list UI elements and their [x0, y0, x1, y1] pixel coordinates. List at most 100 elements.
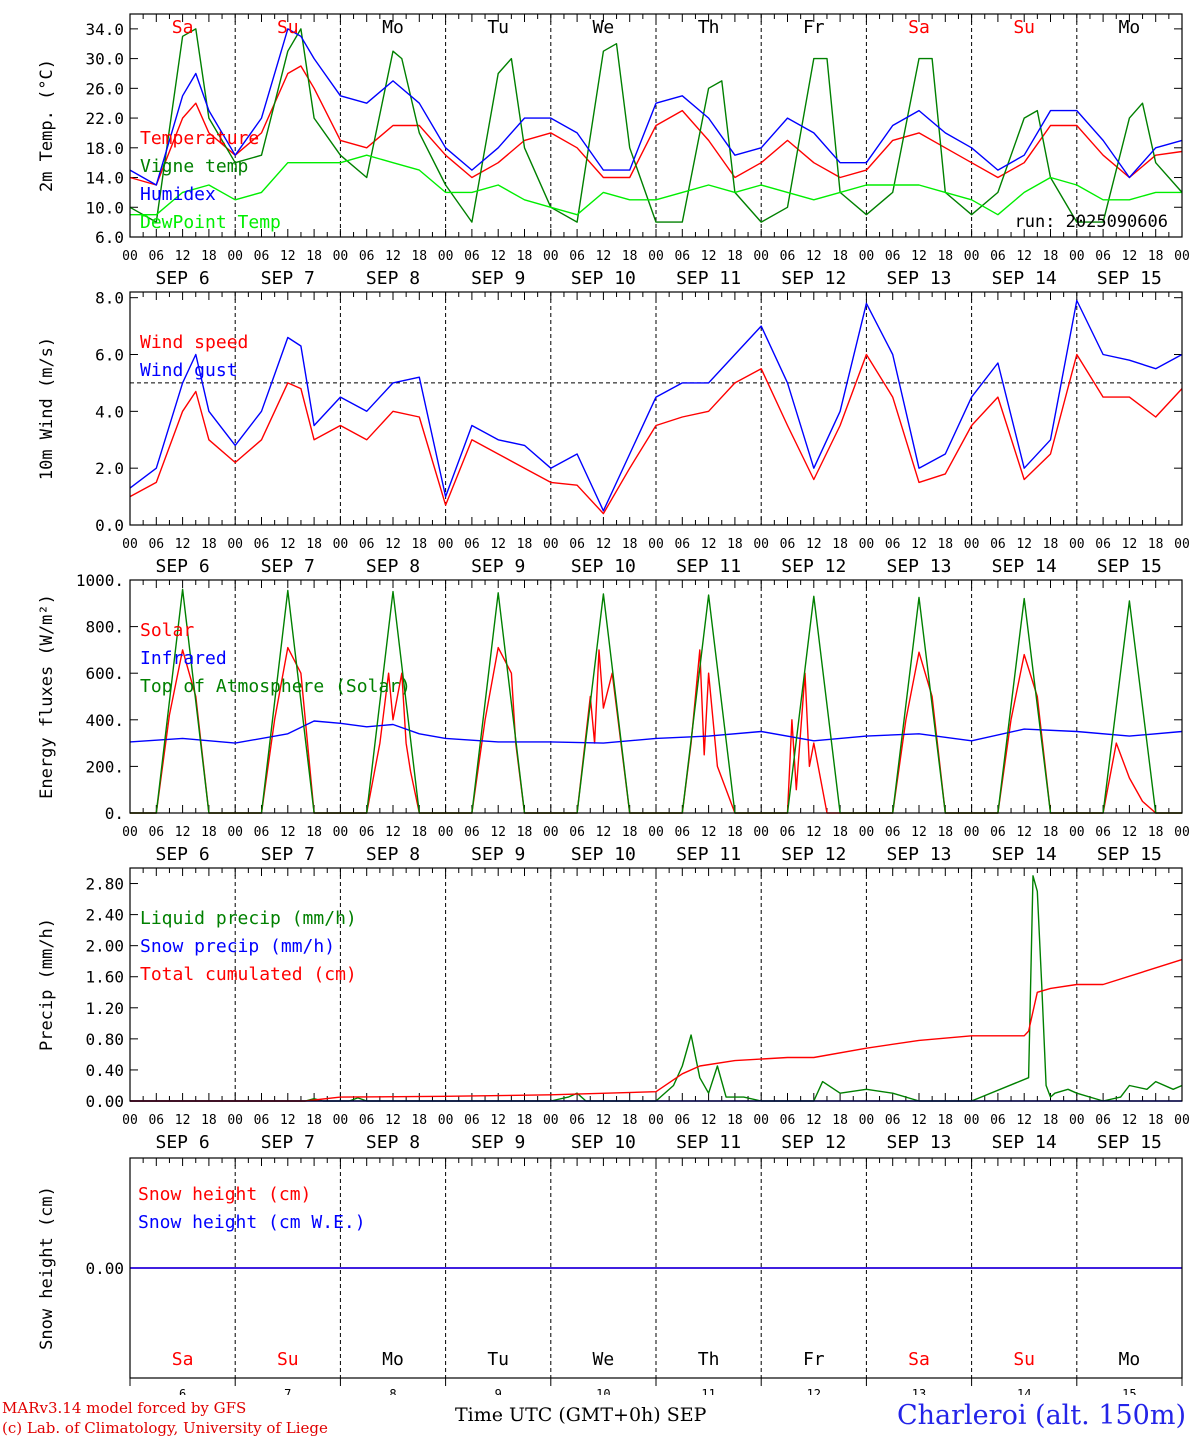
day-number: 11 [701, 1387, 715, 1395]
y-axis-label: Precip (mm/h) [37, 918, 57, 1051]
day-number: 13 [912, 1387, 926, 1395]
hour-label: 06 [148, 825, 164, 840]
x-axis-title: Time UTC (GMT+0h) SEP [455, 1404, 706, 1426]
hour-label: 06 [359, 249, 375, 264]
legend-entry: Solar [140, 620, 194, 641]
hour-label: 18 [832, 825, 848, 840]
hour-label: 00 [753, 825, 769, 840]
hour-label: 12 [490, 249, 506, 264]
hour-label: 12 [490, 1113, 506, 1128]
hour-label: 06 [464, 1113, 480, 1128]
y-tick-label: 0.0 [95, 516, 124, 535]
y-tick-label: 600. [85, 664, 124, 683]
hour-label: 12 [280, 825, 296, 840]
y-tick-label: 0.00 [85, 1092, 124, 1111]
y-tick-label: 800. [85, 618, 124, 637]
date-label: SEP 15 [1097, 556, 1162, 577]
day-number: 12 [807, 1387, 821, 1395]
hour-label: 06 [780, 537, 796, 552]
hour-label: 18 [517, 249, 533, 264]
date-label: SEP 12 [781, 844, 846, 865]
hour-label: 00 [227, 1113, 243, 1128]
hour-label: 06 [148, 249, 164, 264]
hour-label: 00 [1069, 825, 1085, 840]
day-name: Sa [172, 1349, 194, 1370]
hour-label: 00 [1069, 249, 1085, 264]
hour-label: 12 [385, 249, 401, 264]
hour-label: 06 [464, 825, 480, 840]
y-tick-label: 200. [85, 757, 124, 776]
hour-label: 06 [254, 825, 270, 840]
hour-label: 12 [175, 537, 191, 552]
hour-label: 18 [1148, 249, 1164, 264]
hour-label: 18 [1043, 1113, 1059, 1128]
plot-frame [129, 579, 1183, 814]
day-number: 6 [179, 1387, 186, 1395]
hour-label: 00 [122, 249, 138, 264]
series-line [130, 958, 1183, 1102]
hour-label: 18 [201, 1113, 217, 1128]
day-number: 8 [389, 1387, 396, 1395]
legend-entry: DewPoint Temp [140, 212, 281, 233]
date-label: SEP 10 [571, 1132, 636, 1153]
hour-label: 06 [464, 537, 480, 552]
hour-label: 00 [333, 1113, 349, 1128]
hour-label: 00 [438, 537, 454, 552]
series-line [129, 353, 1183, 515]
hour-label: 06 [359, 1113, 375, 1128]
hour-label: 12 [280, 1113, 296, 1128]
plot-frame [129, 867, 1183, 1102]
model-line: MARv3.14 model forced by GFS [2, 1399, 247, 1417]
hour-label: 12 [175, 825, 191, 840]
hour-label: 06 [885, 825, 901, 840]
y-tick-label: 2.00 [85, 937, 124, 956]
hour-label: 06 [1095, 249, 1111, 264]
hour-label: 12 [1016, 537, 1032, 552]
hour-label: 12 [1122, 537, 1138, 552]
legend-entry: Wind speed [140, 332, 248, 353]
hour-label: 12 [911, 1113, 927, 1128]
hour-label: 00 [122, 1113, 138, 1128]
hour-label: 06 [780, 1113, 796, 1128]
hour-label: 00 [648, 825, 664, 840]
y-tick-label: 1.20 [85, 999, 124, 1018]
legend-entry: Snow height (cm) [138, 1184, 311, 1205]
hour-label: 18 [306, 1113, 322, 1128]
hour-label: 06 [780, 825, 796, 840]
day-name: Fr [803, 17, 825, 38]
hour-label: 18 [1043, 825, 1059, 840]
hour-label: 06 [1095, 1113, 1111, 1128]
hour-label: 18 [622, 825, 638, 840]
hour-label: 06 [464, 249, 480, 264]
date-label: SEP 7 [261, 844, 315, 865]
hour-label: 00 [333, 537, 349, 552]
hour-label: 18 [937, 825, 953, 840]
hour-label: 12 [385, 1113, 401, 1128]
hour-label: 18 [832, 249, 848, 264]
hour-label: 00 [1069, 1113, 1085, 1128]
hour-label: 00 [753, 1113, 769, 1128]
hour-label: 06 [990, 537, 1006, 552]
date-label: SEP 12 [781, 556, 846, 577]
hour-label: 06 [780, 249, 796, 264]
panel-2: 0.0 2.0 4.0 6.0 8.0 10m Wind (m/s) Wind speed W… [37, 289, 1190, 577]
day-name: We [593, 1349, 615, 1370]
hour-label: 00 [859, 1113, 875, 1128]
y-tick-label: 1.60 [85, 968, 124, 987]
date-label: SEP 6 [156, 1132, 210, 1153]
hour-label: 12 [911, 249, 927, 264]
x-axis-month: SEP [666, 1404, 707, 1426]
hour-label: 18 [517, 537, 533, 552]
series-line [129, 65, 1183, 186]
hour-label: 12 [596, 537, 612, 552]
hour-label: 00 [1174, 249, 1190, 264]
hour-label: 18 [832, 537, 848, 552]
hour-label: 18 [1043, 249, 1059, 264]
date-label: SEP 10 [571, 844, 636, 865]
hour-label: 06 [885, 537, 901, 552]
hour-label: 18 [1148, 825, 1164, 840]
date-label: SEP 11 [676, 268, 741, 289]
hour-label: 06 [885, 1113, 901, 1128]
hour-label: 18 [622, 1113, 638, 1128]
y-tick-label: 22.0 [85, 109, 124, 128]
